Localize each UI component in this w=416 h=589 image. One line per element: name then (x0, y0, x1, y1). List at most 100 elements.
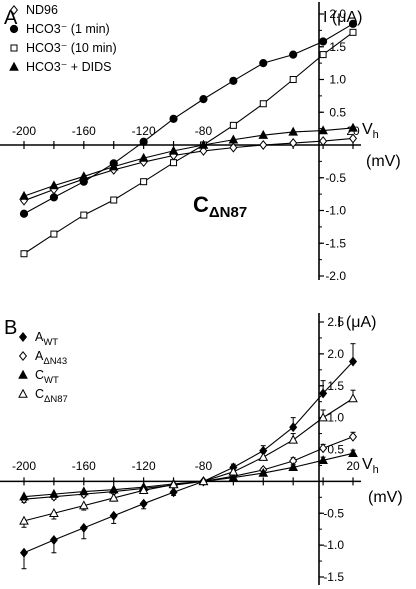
data-point (169, 487, 178, 498)
data-point (318, 412, 328, 422)
y-tick-label: 0.5 (327, 443, 344, 457)
data-point (288, 434, 299, 444)
x-tick-label: -160 (72, 459, 96, 473)
data-point (168, 145, 179, 155)
data-point (348, 133, 358, 144)
data-point (289, 422, 298, 433)
data-point (289, 138, 298, 149)
data-point (319, 136, 328, 147)
data-point (229, 121, 237, 129)
x-axis-title: Vh (362, 121, 379, 141)
data-point (49, 507, 59, 517)
series-line (23, 137, 354, 202)
data-point (78, 171, 89, 181)
data-point (288, 462, 299, 472)
series-0 (19, 133, 358, 206)
data-point (19, 190, 29, 200)
panel-letter: B (4, 317, 17, 339)
legend-label: AWT (35, 330, 58, 348)
x-tick-label: 20 (346, 459, 360, 473)
data-point (258, 451, 269, 461)
data-point (79, 522, 88, 533)
data-point (319, 388, 328, 399)
data-point (19, 491, 29, 501)
x-tick-label: -120 (132, 459, 156, 473)
y-tick-label: -1.0 (325, 204, 346, 218)
legend-label: ND96 (26, 3, 58, 17)
series-2 (20, 28, 357, 258)
data-point (259, 100, 267, 108)
data-point (288, 126, 299, 136)
x-axis-title: Vh (362, 456, 379, 476)
legend: ND96 HCO3⁻ (1 min) HCO3⁻ (10 min) HCO3⁻ + D… (9, 3, 117, 74)
series-line (23, 31, 354, 255)
series-line (23, 398, 354, 522)
data-point (198, 476, 209, 486)
data-point (348, 122, 358, 132)
x-axis-unit: (mV) (368, 489, 403, 506)
data-point (139, 137, 148, 146)
data-point (80, 211, 88, 219)
y-tick-label: 0.5 (329, 105, 346, 119)
data-point (318, 455, 328, 465)
panel-a: -2.0 -1.5 -1.0 -0.5 0.5 1.0 1.5 2.0 -200 -160 -120… (0, 2, 401, 283)
data-point (289, 50, 298, 59)
data-point (258, 467, 269, 477)
data-point (49, 193, 59, 202)
x-tick-label: -160 (72, 124, 96, 138)
legend-label: CΔN87 (35, 387, 68, 405)
y-tick-label: -1.5 (325, 236, 346, 250)
panel-b: -1.5 -1.0 -0.5 0.5 1.0 1.5 2.0 2.5 -200 -160 -120 -… (0, 313, 403, 585)
legend-label: HCO3⁻ (1 min) (26, 22, 110, 36)
legend-label: HCO3⁻ + DIDS (26, 60, 111, 74)
data-point (349, 28, 357, 36)
data-point (110, 196, 118, 204)
y-tick-label: -1.0 (323, 538, 344, 552)
y-axis-title: I (μA) (337, 314, 376, 331)
series-3 (19, 122, 358, 200)
data-point (259, 140, 268, 150)
legend-marker (9, 5, 19, 15)
legend-marker (18, 369, 28, 379)
data-point (19, 515, 29, 525)
legend-label: AΔN43 (35, 349, 67, 367)
x-tick-label: -200 (12, 459, 36, 473)
data-point (319, 443, 328, 454)
y-tick-label: 1.5 (329, 40, 346, 54)
data-point (109, 510, 118, 521)
data-point (259, 59, 268, 68)
data-point (198, 139, 209, 149)
data-point (20, 250, 28, 258)
legend-marker (10, 44, 18, 52)
data-point (228, 466, 239, 476)
data-point (78, 500, 89, 510)
x-axis-unit: (mV) (366, 153, 401, 170)
data-point (140, 178, 148, 186)
data-point (228, 472, 239, 482)
data-point (49, 488, 59, 498)
data-point (49, 180, 59, 190)
series-line (23, 127, 354, 197)
legend-marker (18, 351, 28, 361)
series-2 (19, 448, 358, 501)
data-point (199, 145, 208, 156)
data-point (348, 393, 358, 403)
data-point (78, 486, 89, 496)
data-point (169, 114, 178, 123)
data-point (348, 431, 358, 442)
y-tick-label: -0.5 (325, 171, 346, 185)
legend-marker (9, 61, 19, 71)
data-point (19, 209, 29, 218)
y-tick-label: -0.5 (323, 506, 344, 520)
y-tick-label: -2.0 (325, 269, 346, 283)
data-point (319, 51, 327, 59)
data-point (108, 161, 119, 171)
x-tick-label: -80 (195, 124, 213, 138)
data-point (49, 535, 58, 546)
series-line (23, 23, 354, 215)
x-tick-label: -200 (12, 124, 36, 138)
data-point (258, 129, 269, 139)
data-point (19, 547, 29, 558)
